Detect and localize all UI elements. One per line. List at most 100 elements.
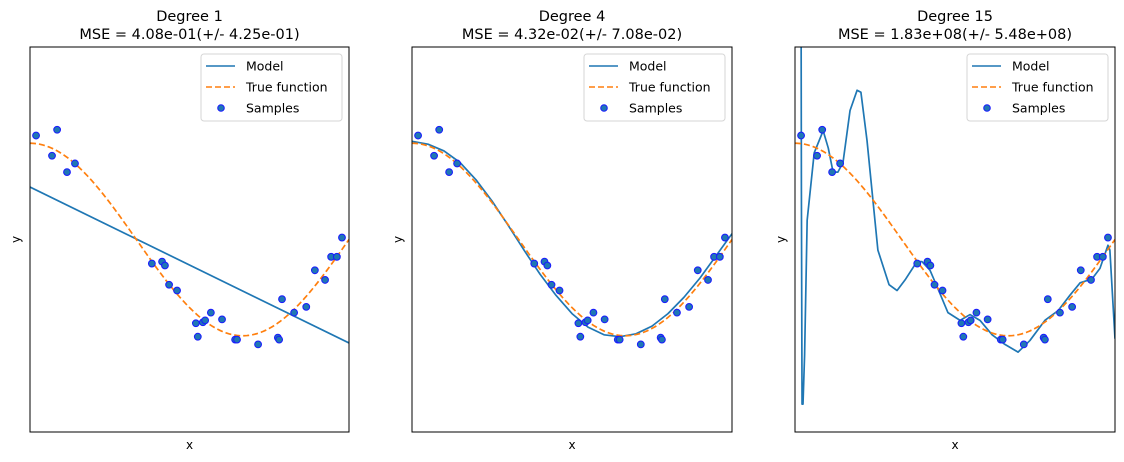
plot-area xyxy=(412,125,732,349)
sample-point xyxy=(983,315,992,324)
sample-point xyxy=(71,159,79,168)
sample-point xyxy=(1068,302,1077,311)
sample-point xyxy=(233,335,241,344)
subplot-title-line1: Degree 1 xyxy=(156,9,223,25)
subplot-degree-1: Degree 1 MSE = 4.08e-01(+/- 4.25e-01) x … xyxy=(9,9,350,452)
sample-point xyxy=(278,295,286,304)
sample-point xyxy=(966,316,975,325)
axes-frame xyxy=(794,46,1116,433)
legend-label-samples: Samples xyxy=(1012,101,1065,116)
legend: Model True function Samples xyxy=(200,53,343,122)
sample-point xyxy=(704,276,712,284)
legend-label-true-function: True function xyxy=(628,80,711,95)
sample-point xyxy=(615,335,624,344)
subplot-title-line2: MSE = 1.83e+08(+/- 5.48e+08) xyxy=(838,27,1072,43)
model-line xyxy=(412,140,732,338)
subplot-degree-4: Degree 4 MSE = 4.32e-02(+/- 7.08e-02) x … xyxy=(391,9,733,452)
sample-point xyxy=(589,308,598,317)
sample-point xyxy=(555,286,564,295)
legend: Model True function Samples xyxy=(583,53,726,122)
legend-label-samples: Samples xyxy=(629,101,682,116)
sample-point xyxy=(926,261,935,270)
sample-point xyxy=(1098,252,1107,261)
sample-point xyxy=(1056,308,1064,317)
sample-point xyxy=(1076,266,1085,275)
sample-point xyxy=(191,319,200,328)
sample-point xyxy=(453,159,462,168)
sample-point xyxy=(430,151,438,160)
subplot-title-line1: Degree 4 xyxy=(539,9,606,25)
legend-box xyxy=(583,53,726,122)
subplot-title-line2: MSE = 4.08e-01(+/- 4.25e-01) xyxy=(79,27,299,43)
sample-point xyxy=(218,315,226,324)
sample-point xyxy=(435,125,444,134)
legend-label-model: Model xyxy=(1012,59,1050,74)
sample-point xyxy=(547,280,556,289)
sample-point xyxy=(576,332,585,341)
sample-point xyxy=(959,332,968,341)
sample-point xyxy=(658,335,666,344)
sample-point xyxy=(818,125,827,134)
sample-point xyxy=(63,168,71,177)
legend-box xyxy=(200,53,343,122)
sample-point xyxy=(1104,233,1112,242)
sample-point xyxy=(165,280,173,289)
sample-point xyxy=(930,280,939,289)
y-axis-label: y xyxy=(774,236,788,243)
x-axis-label: x xyxy=(186,438,193,452)
sample-point xyxy=(206,308,215,317)
sample-point xyxy=(685,302,694,311)
sample-point xyxy=(583,316,592,325)
legend-handle-samples xyxy=(983,104,991,112)
true-function-line xyxy=(412,142,732,337)
axes-frame xyxy=(29,46,350,433)
legend-label-samples: Samples xyxy=(246,101,299,116)
x-axis-label: x xyxy=(951,438,958,452)
sample-point xyxy=(332,252,341,261)
sample-point xyxy=(957,319,966,328)
sample-point xyxy=(600,315,609,324)
legend-label-true-function: True function xyxy=(245,80,328,95)
sample-point xyxy=(147,259,156,268)
x-axis-label: x xyxy=(568,438,575,452)
sample-point xyxy=(1043,295,1052,304)
sample-point xyxy=(32,131,40,140)
sample-point xyxy=(543,261,552,270)
sample-point xyxy=(1019,340,1028,349)
sample-point xyxy=(275,335,284,344)
sample-point xyxy=(414,131,422,140)
true-function-line xyxy=(30,142,349,337)
sample-point xyxy=(828,168,837,177)
legend-box xyxy=(966,53,1109,122)
sample-point xyxy=(913,259,922,268)
sample-point xyxy=(938,286,947,295)
sample-point xyxy=(310,266,319,275)
sample-point xyxy=(636,340,645,349)
sample-point xyxy=(173,286,181,295)
sample-point xyxy=(201,316,210,325)
legend: Model True function Samples xyxy=(966,53,1109,122)
model-line xyxy=(30,186,349,344)
sample-point xyxy=(302,302,311,311)
legend-label-model: Model xyxy=(629,59,667,74)
true-function-line xyxy=(795,142,1115,337)
sample-point xyxy=(530,259,539,268)
sample-point xyxy=(193,332,202,341)
sample-point xyxy=(813,151,821,160)
subplot-title-line2: MSE = 4.32e-02(+/- 7.08e-02) xyxy=(462,27,682,43)
legend-handle-samples xyxy=(217,104,225,112)
sample-point xyxy=(998,335,1007,344)
plot-area xyxy=(795,47,1115,405)
sample-point xyxy=(693,266,702,275)
sample-point xyxy=(797,131,805,140)
sample-point xyxy=(673,308,681,317)
legend-label-model: Model xyxy=(246,59,284,74)
sample-point xyxy=(715,252,724,261)
axes-frame xyxy=(411,46,733,433)
subplot-degree-15: Degree 15 MSE = 1.83e+08(+/- 5.48e+08) x… xyxy=(774,9,1116,452)
sample-point xyxy=(161,261,169,270)
sample-point xyxy=(574,319,583,328)
sample-point xyxy=(1041,335,1049,344)
sample-point xyxy=(338,233,346,242)
